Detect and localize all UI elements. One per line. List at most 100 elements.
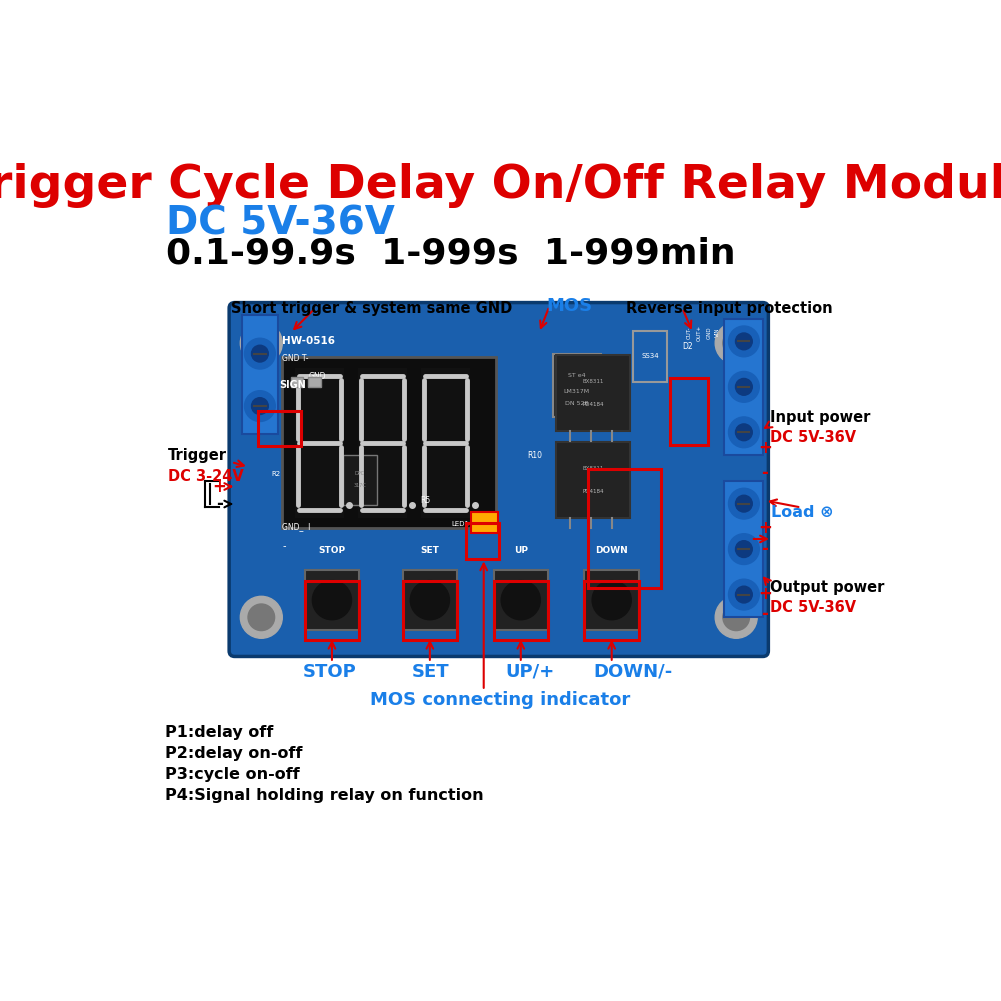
Text: DC 5V-36V: DC 5V-36V: [770, 600, 856, 615]
Text: MOS connecting indicator: MOS connecting indicator: [370, 691, 631, 709]
Text: SIGN: SIGN: [279, 380, 305, 390]
Circle shape: [723, 330, 750, 356]
Circle shape: [502, 581, 541, 620]
Text: DPC: DPC: [355, 471, 365, 476]
Text: BX8311: BX8311: [583, 379, 604, 384]
Text: P4:Signal holding relay on function: P4:Signal holding relay on function: [165, 788, 483, 803]
Text: DOWN/-: DOWN/-: [594, 663, 673, 681]
Bar: [304, 571, 359, 630]
Text: OUT+: OUT+: [697, 324, 702, 340]
Bar: [241, 315, 278, 434]
Text: R2: R2: [272, 470, 281, 476]
Text: STOP: STOP: [302, 663, 356, 681]
Text: 0.1-99.9s  1-999s  1-999min: 0.1-99.9s 1-999s 1-999min: [166, 236, 736, 270]
Bar: [557, 355, 630, 430]
Text: Trigger: Trigger: [168, 447, 227, 462]
Text: GND: GND: [308, 372, 325, 381]
Text: BX8311: BX8311: [583, 466, 604, 471]
Bar: [343, 455, 376, 506]
Bar: [670, 378, 709, 444]
Circle shape: [240, 322, 282, 364]
Text: DC 5V-36V: DC 5V-36V: [770, 430, 856, 445]
Circle shape: [736, 587, 753, 603]
Text: P1:delay off: P1:delay off: [165, 725, 273, 740]
Bar: [493, 581, 549, 641]
Circle shape: [729, 534, 760, 565]
Bar: [493, 571, 549, 630]
Circle shape: [729, 580, 760, 610]
Text: DC 3-24V: DC 3-24V: [168, 468, 244, 483]
Bar: [402, 571, 457, 630]
Circle shape: [240, 597, 282, 639]
Circle shape: [410, 581, 449, 620]
Text: Output power: Output power: [770, 581, 884, 596]
Circle shape: [729, 488, 760, 520]
Text: SS34: SS34: [642, 353, 659, 359]
Text: Input power: Input power: [770, 410, 870, 425]
Circle shape: [729, 417, 760, 447]
Bar: [588, 469, 662, 588]
Text: DOWN: DOWN: [596, 547, 628, 556]
Circle shape: [715, 322, 757, 364]
Text: P3:cycle on-off: P3:cycle on-off: [165, 767, 299, 782]
Circle shape: [736, 541, 753, 558]
Text: +: +: [758, 439, 772, 457]
Text: -: -: [282, 541, 286, 551]
Text: LED1: LED1: [451, 521, 469, 527]
Bar: [295, 367, 343, 518]
Text: GND: GND: [707, 326, 712, 339]
Text: Short trigger & system same GND: Short trigger & system same GND: [231, 300, 513, 315]
Text: VIN: VIN: [715, 328, 720, 337]
Bar: [553, 353, 601, 416]
Circle shape: [736, 495, 753, 513]
Text: CUT-: CUT-: [687, 326, 692, 339]
Circle shape: [312, 581, 351, 620]
Text: ST e4: ST e4: [568, 373, 586, 378]
Text: GND T-: GND T-: [282, 354, 308, 363]
Text: -: -: [762, 463, 769, 481]
Text: -: -: [216, 495, 223, 513]
Text: Reverse input protection: Reverse input protection: [627, 300, 833, 315]
Circle shape: [251, 397, 268, 414]
Text: MOS: MOS: [546, 297, 592, 315]
Text: -: -: [762, 605, 769, 623]
Bar: [282, 357, 495, 529]
Bar: [634, 331, 667, 381]
Text: +: +: [212, 477, 226, 495]
Bar: [290, 376, 303, 387]
Text: Load ⊗: Load ⊗: [771, 505, 834, 520]
Text: 317C: 317C: [353, 483, 366, 488]
Bar: [585, 571, 639, 630]
Circle shape: [736, 423, 753, 440]
Text: R10: R10: [528, 450, 543, 459]
Circle shape: [729, 371, 760, 402]
Circle shape: [723, 604, 750, 631]
Circle shape: [593, 581, 632, 620]
Bar: [357, 367, 406, 518]
Text: STOP: STOP: [318, 547, 345, 556]
Circle shape: [251, 345, 268, 362]
Text: DN 528: DN 528: [565, 401, 589, 406]
Text: +: +: [758, 520, 772, 538]
Bar: [471, 513, 497, 534]
Bar: [725, 480, 763, 618]
Text: +: +: [758, 586, 772, 604]
Bar: [308, 376, 320, 387]
Bar: [585, 581, 639, 641]
Circle shape: [729, 326, 760, 356]
Circle shape: [715, 597, 757, 639]
Circle shape: [248, 604, 274, 631]
Bar: [725, 318, 763, 455]
Text: Trigger Cycle Delay On/Off Relay Module: Trigger Cycle Delay On/Off Relay Module: [0, 163, 1001, 208]
Bar: [557, 442, 630, 518]
Circle shape: [736, 378, 753, 395]
Text: P2:delay on-off: P2:delay on-off: [165, 746, 302, 761]
Bar: [304, 581, 359, 641]
Text: PD4184: PD4184: [583, 401, 604, 406]
Circle shape: [248, 330, 274, 356]
Text: DC 5V-36V: DC 5V-36V: [166, 204, 395, 242]
Text: R5: R5: [420, 496, 430, 505]
Text: PD4184: PD4184: [583, 489, 604, 494]
Circle shape: [736, 333, 753, 349]
Text: D2: D2: [683, 342, 693, 351]
